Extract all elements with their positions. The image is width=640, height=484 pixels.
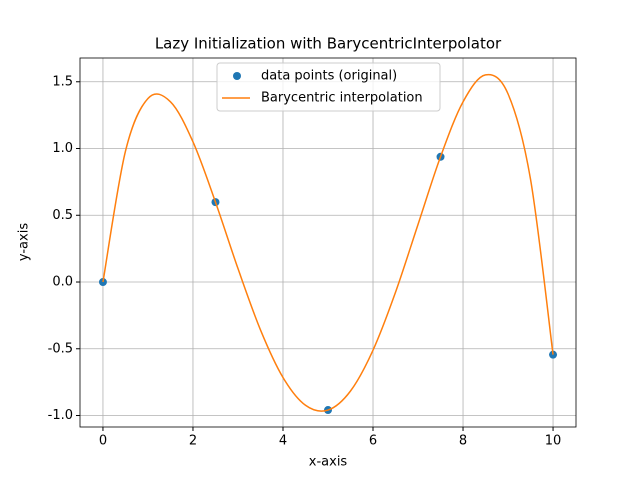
chart-title: Lazy Initialization with BarycentricInte… — [155, 35, 502, 53]
legend-label: data points (original) — [261, 69, 397, 84]
y-tick-label: 1.0 — [52, 141, 73, 156]
x-tick-label: 6 — [369, 434, 377, 449]
plot-frame — [79, 57, 577, 428]
x-tick-label: 8 — [459, 434, 467, 449]
x-tick-label: 4 — [279, 434, 287, 449]
x-axis-label: x-axis — [309, 455, 348, 470]
x-tick-label: 10 — [545, 434, 562, 449]
y-tick-label: -1.0 — [48, 408, 73, 423]
x-tick-label: 0 — [99, 434, 107, 449]
y-tick-label: -0.5 — [48, 341, 73, 356]
x-tick-label: 2 — [189, 434, 197, 449]
y-tick-label: 1.5 — [52, 74, 73, 89]
legend-label: Barycentric interpolation — [261, 91, 423, 106]
y-tick-label: 0.0 — [52, 275, 73, 290]
y-tick-label: 0.5 — [52, 208, 73, 223]
legend-box — [216, 62, 441, 112]
interpolation-line — [102, 73, 554, 412]
legend-marker — [233, 72, 241, 80]
y-axis-label: y-axis — [17, 223, 32, 261]
